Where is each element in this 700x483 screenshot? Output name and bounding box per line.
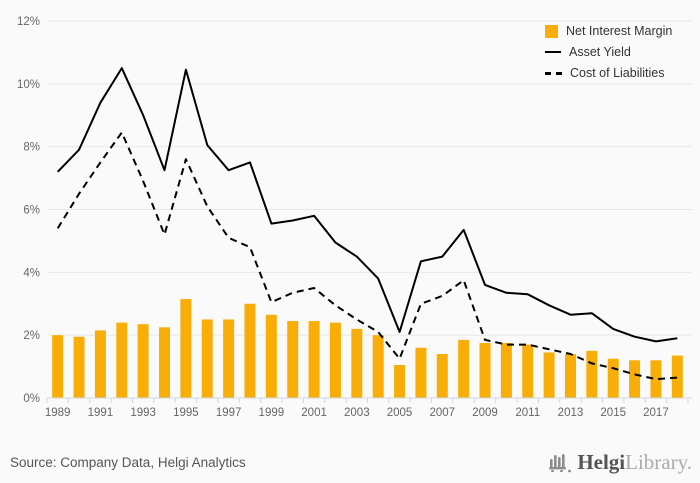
bar-2007[interactable]: [436, 354, 448, 398]
logo-text-helgi: Helgi: [577, 449, 626, 474]
x-axis-label: 2003: [344, 407, 370, 419]
bar-2005[interactable]: [394, 365, 406, 398]
x-axis-label: 1989: [45, 407, 71, 419]
y-axis-label: 12%: [17, 16, 40, 28]
bar-1989[interactable]: [52, 335, 64, 398]
bar-2013[interactable]: [564, 354, 576, 398]
x-axis-label: 1991: [88, 407, 114, 419]
legend-label: Asset Yield: [569, 45, 631, 59]
bar-2004[interactable]: [372, 335, 384, 398]
bar-1995[interactable]: [180, 299, 192, 398]
bar-1998[interactable]: [244, 303, 256, 398]
y-axis-label: 2%: [23, 330, 40, 342]
bar-1992[interactable]: [116, 322, 128, 398]
bar-2016[interactable]: [629, 360, 641, 398]
cost-of-liabilities-line[interactable]: [56, 131, 678, 381]
y-axis-label: 4%: [23, 267, 40, 279]
source-text: Source: Company Data, Helgi Analytics: [10, 454, 246, 470]
helgi-library-logo[interactable]: HelgiLibrary.: [547, 450, 692, 474]
legend-label: Net Interest Margin: [566, 24, 673, 38]
y-axis-label: 10%: [17, 79, 40, 91]
bar-2014[interactable]: [586, 350, 598, 398]
y-axis-label: 6%: [23, 205, 40, 217]
bar-2015[interactable]: [607, 358, 619, 398]
bar-1996[interactable]: [201, 319, 213, 398]
y-axis-label: 8%: [23, 142, 40, 154]
legend: Net Interest Margin Asset Yield Cost of …: [545, 24, 672, 80]
x-axis-label: 2009: [472, 407, 498, 419]
x-axis-label: 1995: [173, 407, 199, 419]
bar-1994[interactable]: [159, 327, 171, 398]
bar-2009[interactable]: [479, 343, 491, 398]
x-axis-label: 2015: [600, 407, 626, 419]
net-interest-margin-series: [52, 299, 683, 398]
bar-1993[interactable]: [137, 324, 149, 398]
helgi-logo-icon: [549, 454, 572, 473]
bar-2000[interactable]: [287, 321, 299, 398]
chart-svg: 0% 2% 4% 6% 8% 10% 12% 1989 1991 1993 1995 1997 1999…: [17, 16, 692, 419]
logo-text-library: Library.: [625, 449, 692, 474]
footer: Source: Company Data, Helgi Analytics He…: [10, 446, 692, 478]
bar-1999[interactable]: [265, 314, 277, 398]
x-axis-label: 2017: [643, 407, 669, 419]
bar-2006[interactable]: [415, 347, 427, 398]
legend-item-asset-yield[interactable]: Asset Yield: [545, 45, 672, 59]
asset-yield-line[interactable]: [56, 67, 678, 343]
bar-2011[interactable]: [522, 344, 534, 398]
bar-2017[interactable]: [650, 360, 662, 398]
x-axis-label: 2001: [301, 407, 327, 419]
legend-item-cost-of-liabilities[interactable]: Cost of Liabilities: [545, 66, 672, 80]
x-axis-label: 2005: [387, 407, 413, 419]
bar-2008[interactable]: [458, 339, 470, 398]
legend-label: Cost of Liabilities: [570, 66, 665, 80]
bar-1991[interactable]: [94, 330, 106, 398]
x-axis-label: 1999: [259, 407, 285, 419]
bar-1997[interactable]: [223, 319, 235, 398]
dashed-line-swatch-icon: [545, 71, 562, 75]
x-axis-label: 1993: [130, 407, 156, 419]
x-axis-label: 2011: [515, 407, 540, 419]
bar-2003[interactable]: [351, 328, 363, 398]
bar-2001[interactable]: [308, 321, 320, 398]
legend-item-net-interest-margin[interactable]: Net Interest Margin: [545, 24, 672, 38]
bar-2010[interactable]: [500, 343, 512, 398]
x-axis-label: 2007: [429, 407, 455, 419]
bar-swatch-icon: [545, 24, 558, 38]
bar-2002[interactable]: [329, 322, 341, 398]
y-axis-label: 0%: [23, 393, 40, 405]
bar-1990[interactable]: [73, 336, 85, 398]
x-axis-label: 1997: [216, 407, 242, 419]
bar-2012[interactable]: [543, 352, 555, 398]
bar-2018[interactable]: [671, 355, 683, 398]
solid-line-swatch-icon: [545, 51, 561, 53]
x-axis-label: 2013: [558, 407, 584, 419]
